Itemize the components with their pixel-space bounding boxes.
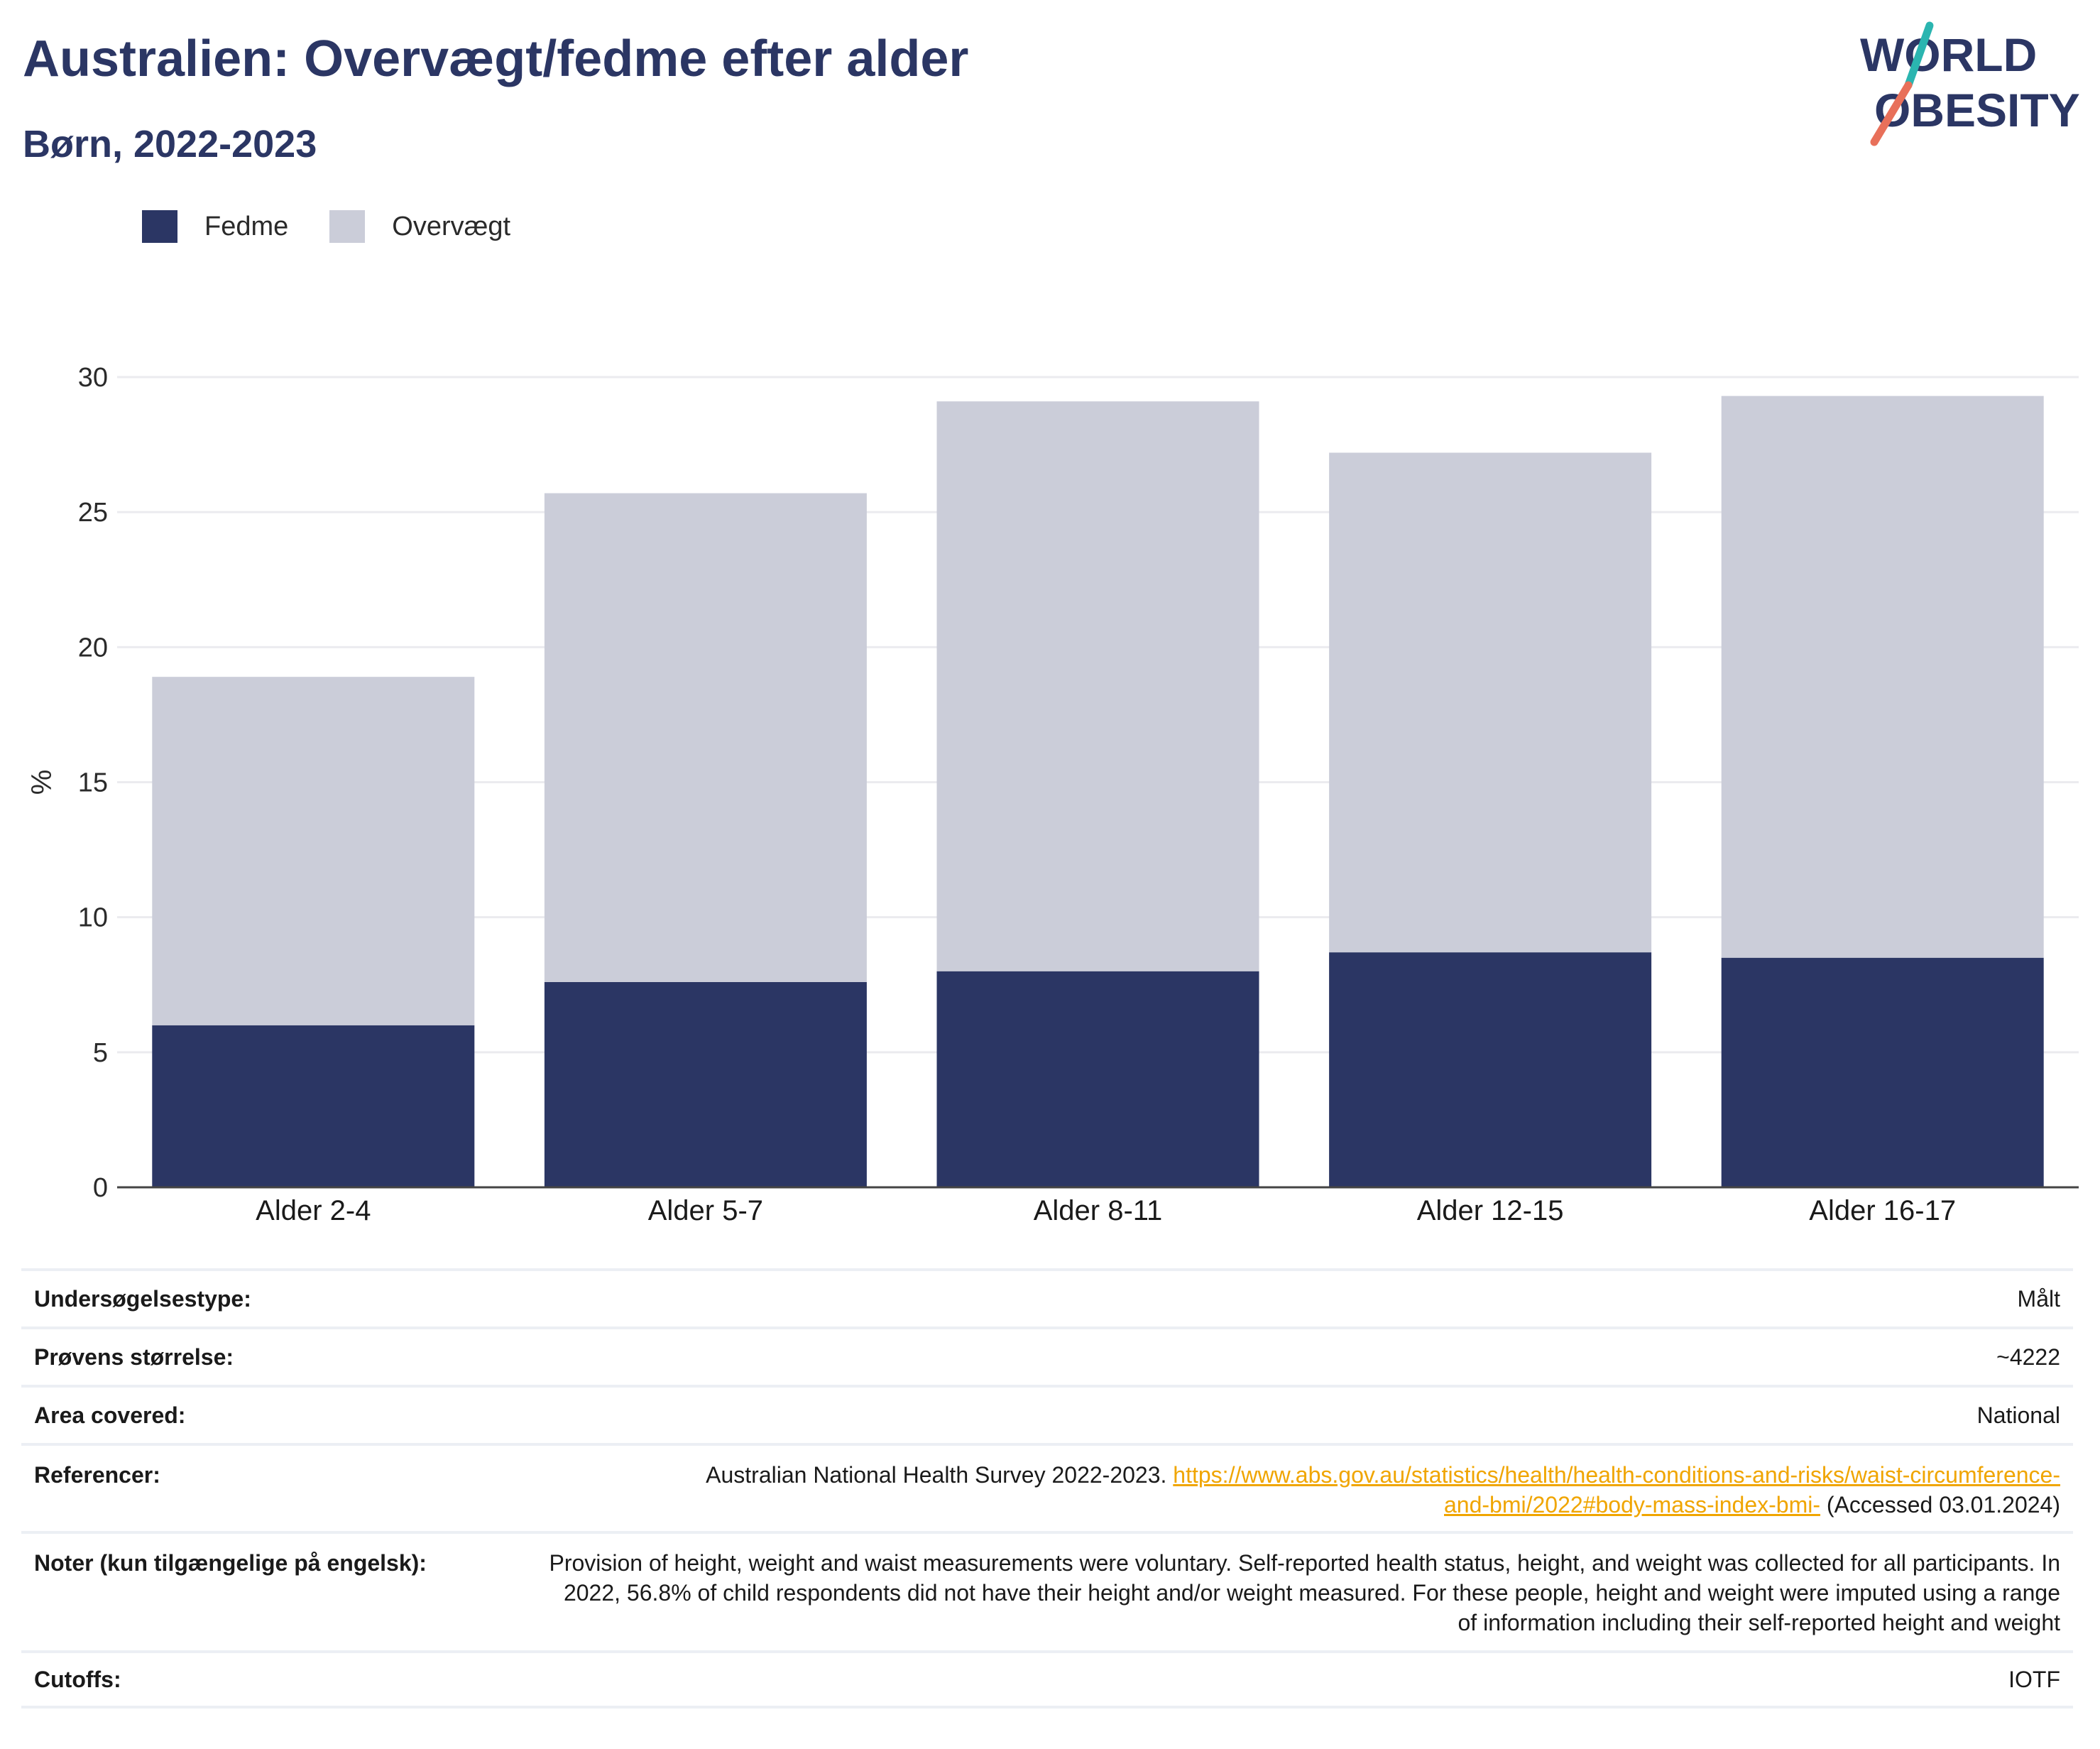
x-tick-label: Alder 8-11 [1034, 1195, 1163, 1226]
info-value: Australian National Health Survey 2022-2… [669, 1460, 2060, 1520]
info-value: IOTF [2008, 1667, 2060, 1692]
bar-overv-gt-3 [1329, 452, 1652, 953]
info-table: Undersøgelsestype: Målt Prøvens størrels… [21, 1268, 2073, 1709]
y-tick-label: 5 [93, 1038, 108, 1068]
info-row-area-covered: Area covered: National [21, 1385, 2073, 1443]
bar-overv-gt-0 [152, 677, 475, 1025]
bar-fedme-1 [544, 981, 867, 1187]
x-tick-label: Alder 2-4 [256, 1195, 371, 1226]
info-row-references: Referencer: Australian National Health S… [21, 1443, 2073, 1531]
bar-overv-gt-1 [544, 493, 867, 982]
logo-slash-top [1904, 21, 1934, 89]
info-value: National [1976, 1402, 2060, 1428]
info-row-sample-size: Prøvens størrelse: ~4222 [21, 1326, 2073, 1385]
info-label: Referencer: [34, 1462, 160, 1488]
bar-fedme-4 [1721, 957, 2044, 1187]
info-value: ~4222 [1996, 1344, 2060, 1370]
y-tick-label: 20 [78, 633, 108, 663]
bar-fedme-0 [152, 1025, 475, 1187]
chart-title: Australien: Overvægt/fedme efter alder [23, 31, 969, 87]
reference-text: Australian National Health Survey 2022-2… [706, 1462, 1167, 1488]
legend-swatch-fedme [142, 210, 177, 243]
info-row-cutoffs: Cutoffs: IOTF [21, 1650, 2073, 1709]
info-label: Noter (kun tilgængelige på engelsk): [34, 1550, 427, 1576]
info-label: Undersøgelsestype: [34, 1286, 251, 1312]
x-tick-label: Alder 16-17 [1809, 1195, 1956, 1226]
y-tick-label: 15 [78, 768, 108, 798]
bar-fedme-2 [936, 971, 1259, 1187]
reference-link[interactable]: https://www.abs.gov.au/statistics/health… [1173, 1462, 2060, 1518]
info-label: Area covered: [34, 1402, 186, 1428]
legend-item-fedme[interactable]: Fedme [142, 210, 288, 243]
x-tick-label: Alder 12-15 [1417, 1195, 1564, 1226]
world-obesity-logo: WORLD OBESITY [1860, 21, 2080, 146]
info-value: Provision of height, weight and waist me… [549, 1550, 2060, 1635]
info-label: Cutoffs: [34, 1667, 121, 1692]
reference-accessed: (Accessed 03.01.2024) [1826, 1492, 2060, 1518]
logo-slash-bottom [1870, 81, 1913, 146]
bar-overv-gt-2 [936, 401, 1259, 971]
legend-label-fedme: Fedme [204, 211, 289, 241]
legend-item-overvaegt[interactable]: Overvægt [329, 210, 510, 243]
stacked-bar-chart: 0 5 10 15 20 25 30% Alder 2-4 Alder 5-7 Alder 8-1… [26, 363, 2079, 1226]
legend-swatch-overvaegt [329, 210, 366, 243]
y-tick-label: 25 [78, 498, 108, 528]
info-row-notes: Noter (kun tilgængelige på engelsk): Pro… [21, 1531, 2073, 1650]
logo-line2: OBESITY [1874, 84, 2080, 136]
y-tick-label: 0 [93, 1173, 108, 1203]
logo-line1: WORLD [1860, 28, 2037, 81]
chart-legend: Fedme Overvægt [142, 210, 552, 243]
bar-fedme-3 [1329, 952, 1652, 1187]
info-label: Prøvens størrelse: [34, 1344, 234, 1370]
y-axis-label: % [26, 770, 58, 795]
bar-overv-gt-4 [1721, 396, 2044, 958]
x-tick-label: Alder 5-7 [648, 1195, 763, 1226]
y-tick-label: 30 [78, 363, 108, 393]
chart-subtitle: Børn, 2022-2023 [23, 123, 317, 165]
info-row-survey-type: Undersøgelsestype: Målt [21, 1268, 2073, 1326]
y-tick-label: 10 [78, 903, 108, 933]
info-value: Målt [2017, 1286, 2060, 1312]
legend-label-overvaegt: Overvægt [392, 211, 511, 241]
